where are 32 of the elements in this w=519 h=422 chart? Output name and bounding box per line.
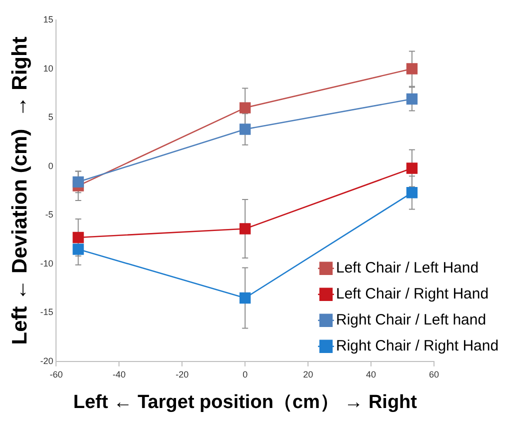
point xyxy=(240,223,251,234)
x-tick-label: 0 xyxy=(242,369,248,380)
legend-label: Left Chair / Right Hand xyxy=(336,286,489,303)
legend-label: Right Chair / Right Hand xyxy=(336,338,499,355)
y-tick-label: -15 xyxy=(40,307,54,318)
point xyxy=(72,232,84,244)
x-tick-label: -60 xyxy=(50,369,63,380)
x-tick-label: 60 xyxy=(428,369,440,380)
x-axis-title: Left ← Target position（cm） → Right xyxy=(73,392,418,413)
point xyxy=(406,187,418,198)
point xyxy=(406,63,418,74)
x-tick-label: 40 xyxy=(366,369,376,380)
point xyxy=(240,124,251,135)
legend-label: Right Chair / Left hand xyxy=(336,312,486,329)
point xyxy=(406,93,418,105)
x-tick-label: -20 xyxy=(176,369,189,380)
y-tick-label: -10 xyxy=(40,258,54,268)
point xyxy=(240,292,251,304)
point xyxy=(72,244,84,255)
y-tick-label: -20 xyxy=(40,356,54,366)
point xyxy=(72,176,84,188)
point xyxy=(240,102,251,114)
x-tick-label: -40 xyxy=(112,369,126,380)
point xyxy=(406,162,418,174)
y-tick-label: 15 xyxy=(43,14,54,24)
y-tick-label: 10 xyxy=(43,63,54,74)
y-tick-label: 5 xyxy=(48,112,54,122)
y-tick-label: -5 xyxy=(45,210,54,220)
y-tick-label: 0 xyxy=(48,160,54,171)
x-tick-label: 20 xyxy=(303,369,314,380)
legend-label: Left Chair / Left Hand xyxy=(336,260,479,277)
y-axis-title: Left ← Deviation (cm) → Right xyxy=(8,36,32,345)
